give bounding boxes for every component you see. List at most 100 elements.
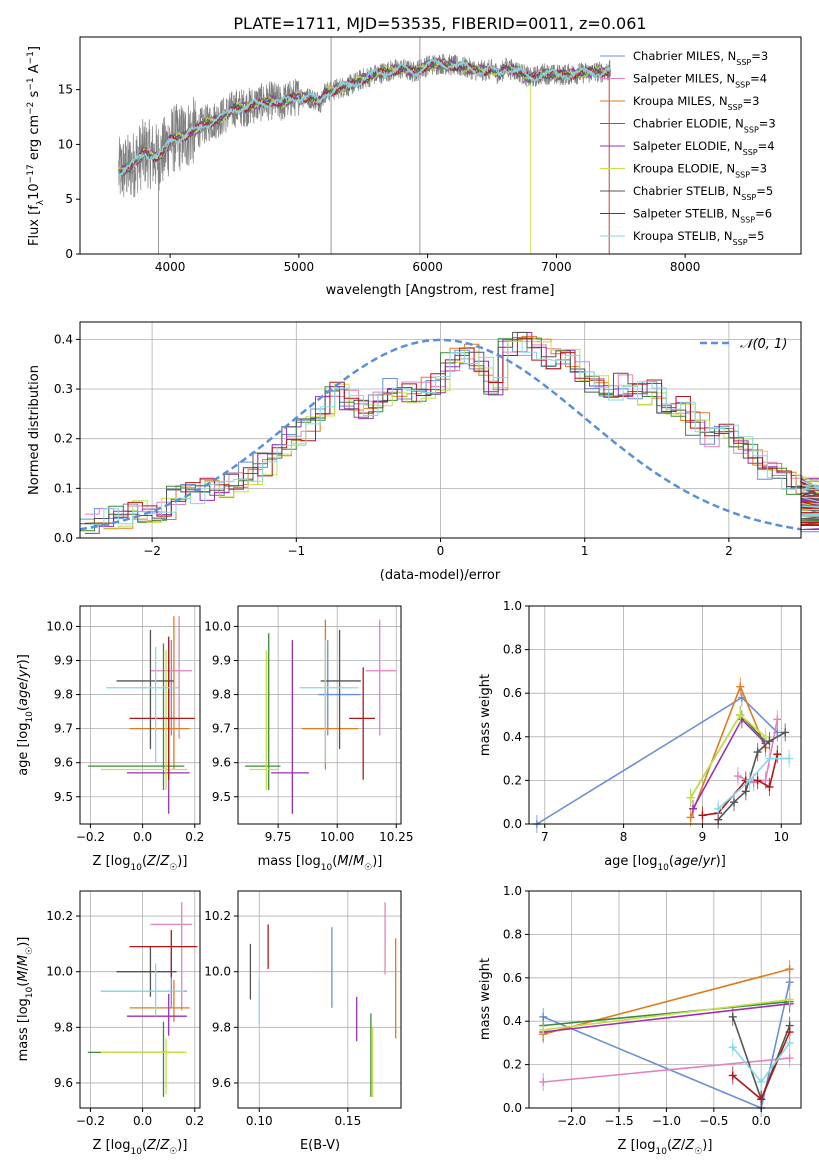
y-tick-label: 10.2 — [46, 909, 73, 923]
x-tick-label: 10.25 — [379, 830, 413, 844]
axes-frame — [237, 605, 402, 825]
legend-label: Kroupa STELIB, NSSP=5 — [633, 229, 764, 247]
x-axis-label: mass [log10(M/M☉)] — [258, 854, 383, 873]
y-tick-label: 9.8 — [54, 1020, 73, 1034]
y-tick-label: 0.3 — [54, 382, 73, 396]
y-tick-label: 0.0 — [503, 817, 522, 831]
age-vs-z-panel: −0.2 0.0 0.2 9.5 9.6 9.7 9.8 9.9 10.0 Z [log10(Z… — [16, 605, 204, 873]
plot-area — [80, 606, 200, 824]
y-tick-label: 0.6 — [503, 971, 522, 985]
marks — [245, 619, 397, 814]
x-tick-label: −2 — [143, 544, 161, 558]
y-tick-label: 10.0 — [46, 965, 73, 979]
y-tick-label: 10.2 — [204, 909, 231, 923]
legend: 𝒩(0, 1) — [700, 337, 787, 352]
plot-area — [238, 891, 401, 1108]
y-tick-label: 0.6 — [503, 686, 522, 700]
x-tick-label: 0.0 — [133, 830, 152, 844]
spectrum-panel: 4000 5000 6000 7000 8000 0 5 10 15 wavelength [A… — [26, 36, 802, 298]
axes-frame — [79, 890, 201, 1109]
x-tick-label: 10.00 — [320, 830, 354, 844]
axes-frame — [528, 605, 802, 825]
axes-frame — [237, 890, 402, 1109]
x-tick-label: 8 — [620, 830, 628, 844]
y-tick-label: 1.0 — [503, 884, 522, 898]
y-tick-label: 9.6 — [54, 1076, 73, 1090]
x-axis-label: Z [log10(Z/Z☉)] — [93, 1138, 188, 1157]
y-tick-label: 10 — [58, 137, 73, 151]
model-line — [117, 56, 611, 178]
y-tick-label: 10.0 — [204, 619, 231, 633]
normal-curve — [79, 338, 802, 531]
legend-label: Salpeter MILES, NSSP=4 — [633, 72, 767, 90]
y-tick-label: 9.6 — [54, 756, 73, 770]
axes-frame — [528, 890, 802, 1109]
x-tick-label: 6000 — [412, 260, 443, 274]
mass-weight-line — [542, 968, 790, 1035]
x-tick-label: 0 — [437, 544, 445, 558]
x-axis-label: E(B-V) — [300, 1138, 340, 1153]
y-tick-label: 0.2 — [54, 432, 73, 446]
y-tick-label: 9.7 — [212, 722, 231, 736]
y-tick-label: 15 — [58, 83, 73, 97]
legend-label: Chabrier MILES, NSSP=3 — [633, 49, 768, 67]
y-tick-label: 9.9 — [212, 654, 231, 668]
x-tick-label: −1.5 — [604, 1114, 633, 1128]
x-tick-label: 0.15 — [334, 1114, 361, 1128]
y-tick-label: 0.4 — [503, 1014, 522, 1028]
y-tick-label: 0.4 — [503, 730, 522, 744]
x-tick-label: −0.2 — [76, 830, 105, 844]
plot-area — [529, 606, 801, 824]
x-tick-label: 9 — [699, 830, 707, 844]
y-axis-label: Normed distribution — [27, 365, 42, 495]
marks — [532, 677, 794, 833]
x-tick-label: −0.2 — [76, 1114, 105, 1128]
y-tick-label: 0.4 — [54, 332, 73, 346]
axes-frame — [79, 605, 201, 825]
marks — [79, 331, 819, 534]
marks — [87, 616, 195, 814]
y-tick-label: 0.0 — [54, 531, 73, 545]
legend-label: Salpeter ELODIE, NSSP=4 — [633, 139, 775, 157]
y-tick-label: 0.2 — [503, 773, 522, 787]
ticks: −0.2 0.0 0.2 9.6 9.8 10.0 10.2 — [46, 909, 204, 1128]
ticks: 7 8 9 10 0.0 0.2 0.4 0.6 0.8 1.0 — [503, 599, 789, 844]
y-tick-label: 9.5 — [212, 790, 231, 804]
legend-label: 𝒩(0, 1) — [740, 337, 787, 352]
y-tick-label: 9.6 — [212, 756, 231, 770]
age-vs-mass-panel: 9.75 10.00 10.25 9.5 9.6 9.7 9.8 9.9 10.0 mass [… — [204, 605, 413, 873]
ticks: 4000 5000 6000 7000 8000 0 5 10 15 — [58, 83, 701, 274]
plot-area — [80, 891, 200, 1108]
legend: Chabrier MILES, NSSP=3 Salpeter MILES, NS… — [600, 49, 776, 247]
mass-weight-line — [543, 1003, 790, 1033]
mass-weight-line — [717, 757, 790, 810]
figure-title: PLATE=1711, MJD=53535, FIBERID=0011, z=0… — [233, 14, 646, 33]
y-tick-label: 5 — [65, 192, 73, 206]
y-tick-label: 9.6 — [212, 1076, 231, 1090]
x-tick-label: −1.0 — [652, 1114, 681, 1128]
histogram-step — [84, 338, 819, 526]
y-tick-label: 0 — [65, 247, 73, 261]
marks — [249, 902, 397, 1097]
histogram-step — [89, 340, 819, 525]
marks — [117, 37, 611, 254]
x-tick-label: 9.75 — [265, 830, 292, 844]
mass-weight-line — [543, 998, 790, 1031]
x-axis-label: Z [log10(Z/Z☉)] — [93, 854, 188, 873]
y-tick-label: 10.0 — [204, 965, 231, 979]
legend-label: Chabrier STELIB, NSSP=5 — [633, 184, 773, 202]
x-axis-label: (data-model)/error — [380, 568, 501, 583]
mass-weight-vs-age-panel: 7 8 9 10 0.0 0.2 0.4 0.6 0.8 1.0 age [log10(age/y… — [478, 599, 802, 873]
legend-label: Kroupa ELODIE, NSSP=3 — [633, 162, 767, 180]
legend-label: Chabrier ELODIE, NSSP=3 — [633, 117, 776, 135]
y-tick-label: 9.5 — [54, 790, 73, 804]
y-tick-label: 9.8 — [54, 688, 73, 702]
marks — [87, 902, 198, 1097]
y-axis-label: Flux [fλ10−17 erg cm−2 s−1 A−1] — [26, 46, 46, 246]
x-tick-label: 7 — [541, 830, 549, 844]
residuals-panel: −2 −1 0 1 2 0.0 0.1 0.2 0.3 0.4 (data-model)/erro… — [27, 321, 819, 583]
y-tick-label: 0.1 — [54, 481, 73, 495]
model-line — [118, 57, 611, 177]
ticks: −2 −1 0 1 2 0.0 0.1 0.2 0.3 0.4 — [54, 332, 733, 558]
